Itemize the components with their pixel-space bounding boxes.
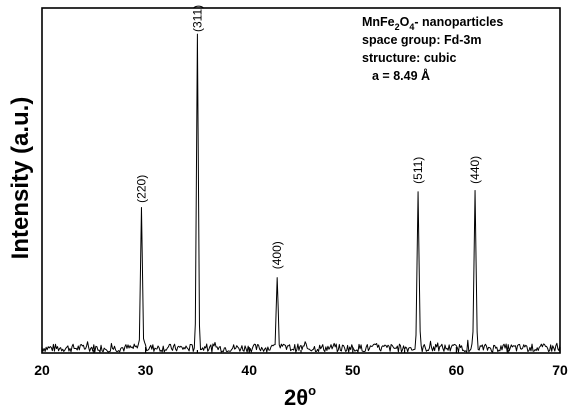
- diffraction-trace: [41, 33, 561, 353]
- x-tick-label: 20: [34, 362, 50, 378]
- peak-label: (311): [190, 5, 204, 32]
- diffraction-pattern-line: [41, 33, 561, 353]
- peak-label: (440): [468, 156, 482, 184]
- annotation-line-1: MnFe2O4- nanoparticles: [362, 15, 503, 32]
- plot-frame: [41, 7, 561, 354]
- x-tick-label: 50: [345, 362, 361, 378]
- peak-label: (400): [270, 241, 284, 269]
- x-tick-label: 70: [552, 362, 568, 378]
- x-tick-label: 60: [449, 362, 465, 378]
- x-tick-label: 40: [241, 362, 257, 378]
- annotation-line-2: space group: Fd-3m: [362, 33, 481, 47]
- x-tick-label: 30: [138, 362, 154, 378]
- y-axis-title: Intensity (a.u.): [7, 97, 34, 260]
- x-axis-ticks: 20 30 40 50 60 70: [34, 347, 568, 378]
- peak-label: (511): [411, 157, 425, 184]
- peak-label: (220): [134, 175, 148, 203]
- x-axis-title: 2θo: [284, 383, 316, 410]
- annotation-line-4: a = 8.49 Å: [372, 68, 430, 83]
- annotation-line-3: structure: cubic: [362, 51, 457, 65]
- peak-labels: (220) (311) (400) (511) (440): [134, 5, 482, 269]
- annotation-block: MnFe2O4- nanoparticles space group: Fd-3…: [362, 15, 503, 83]
